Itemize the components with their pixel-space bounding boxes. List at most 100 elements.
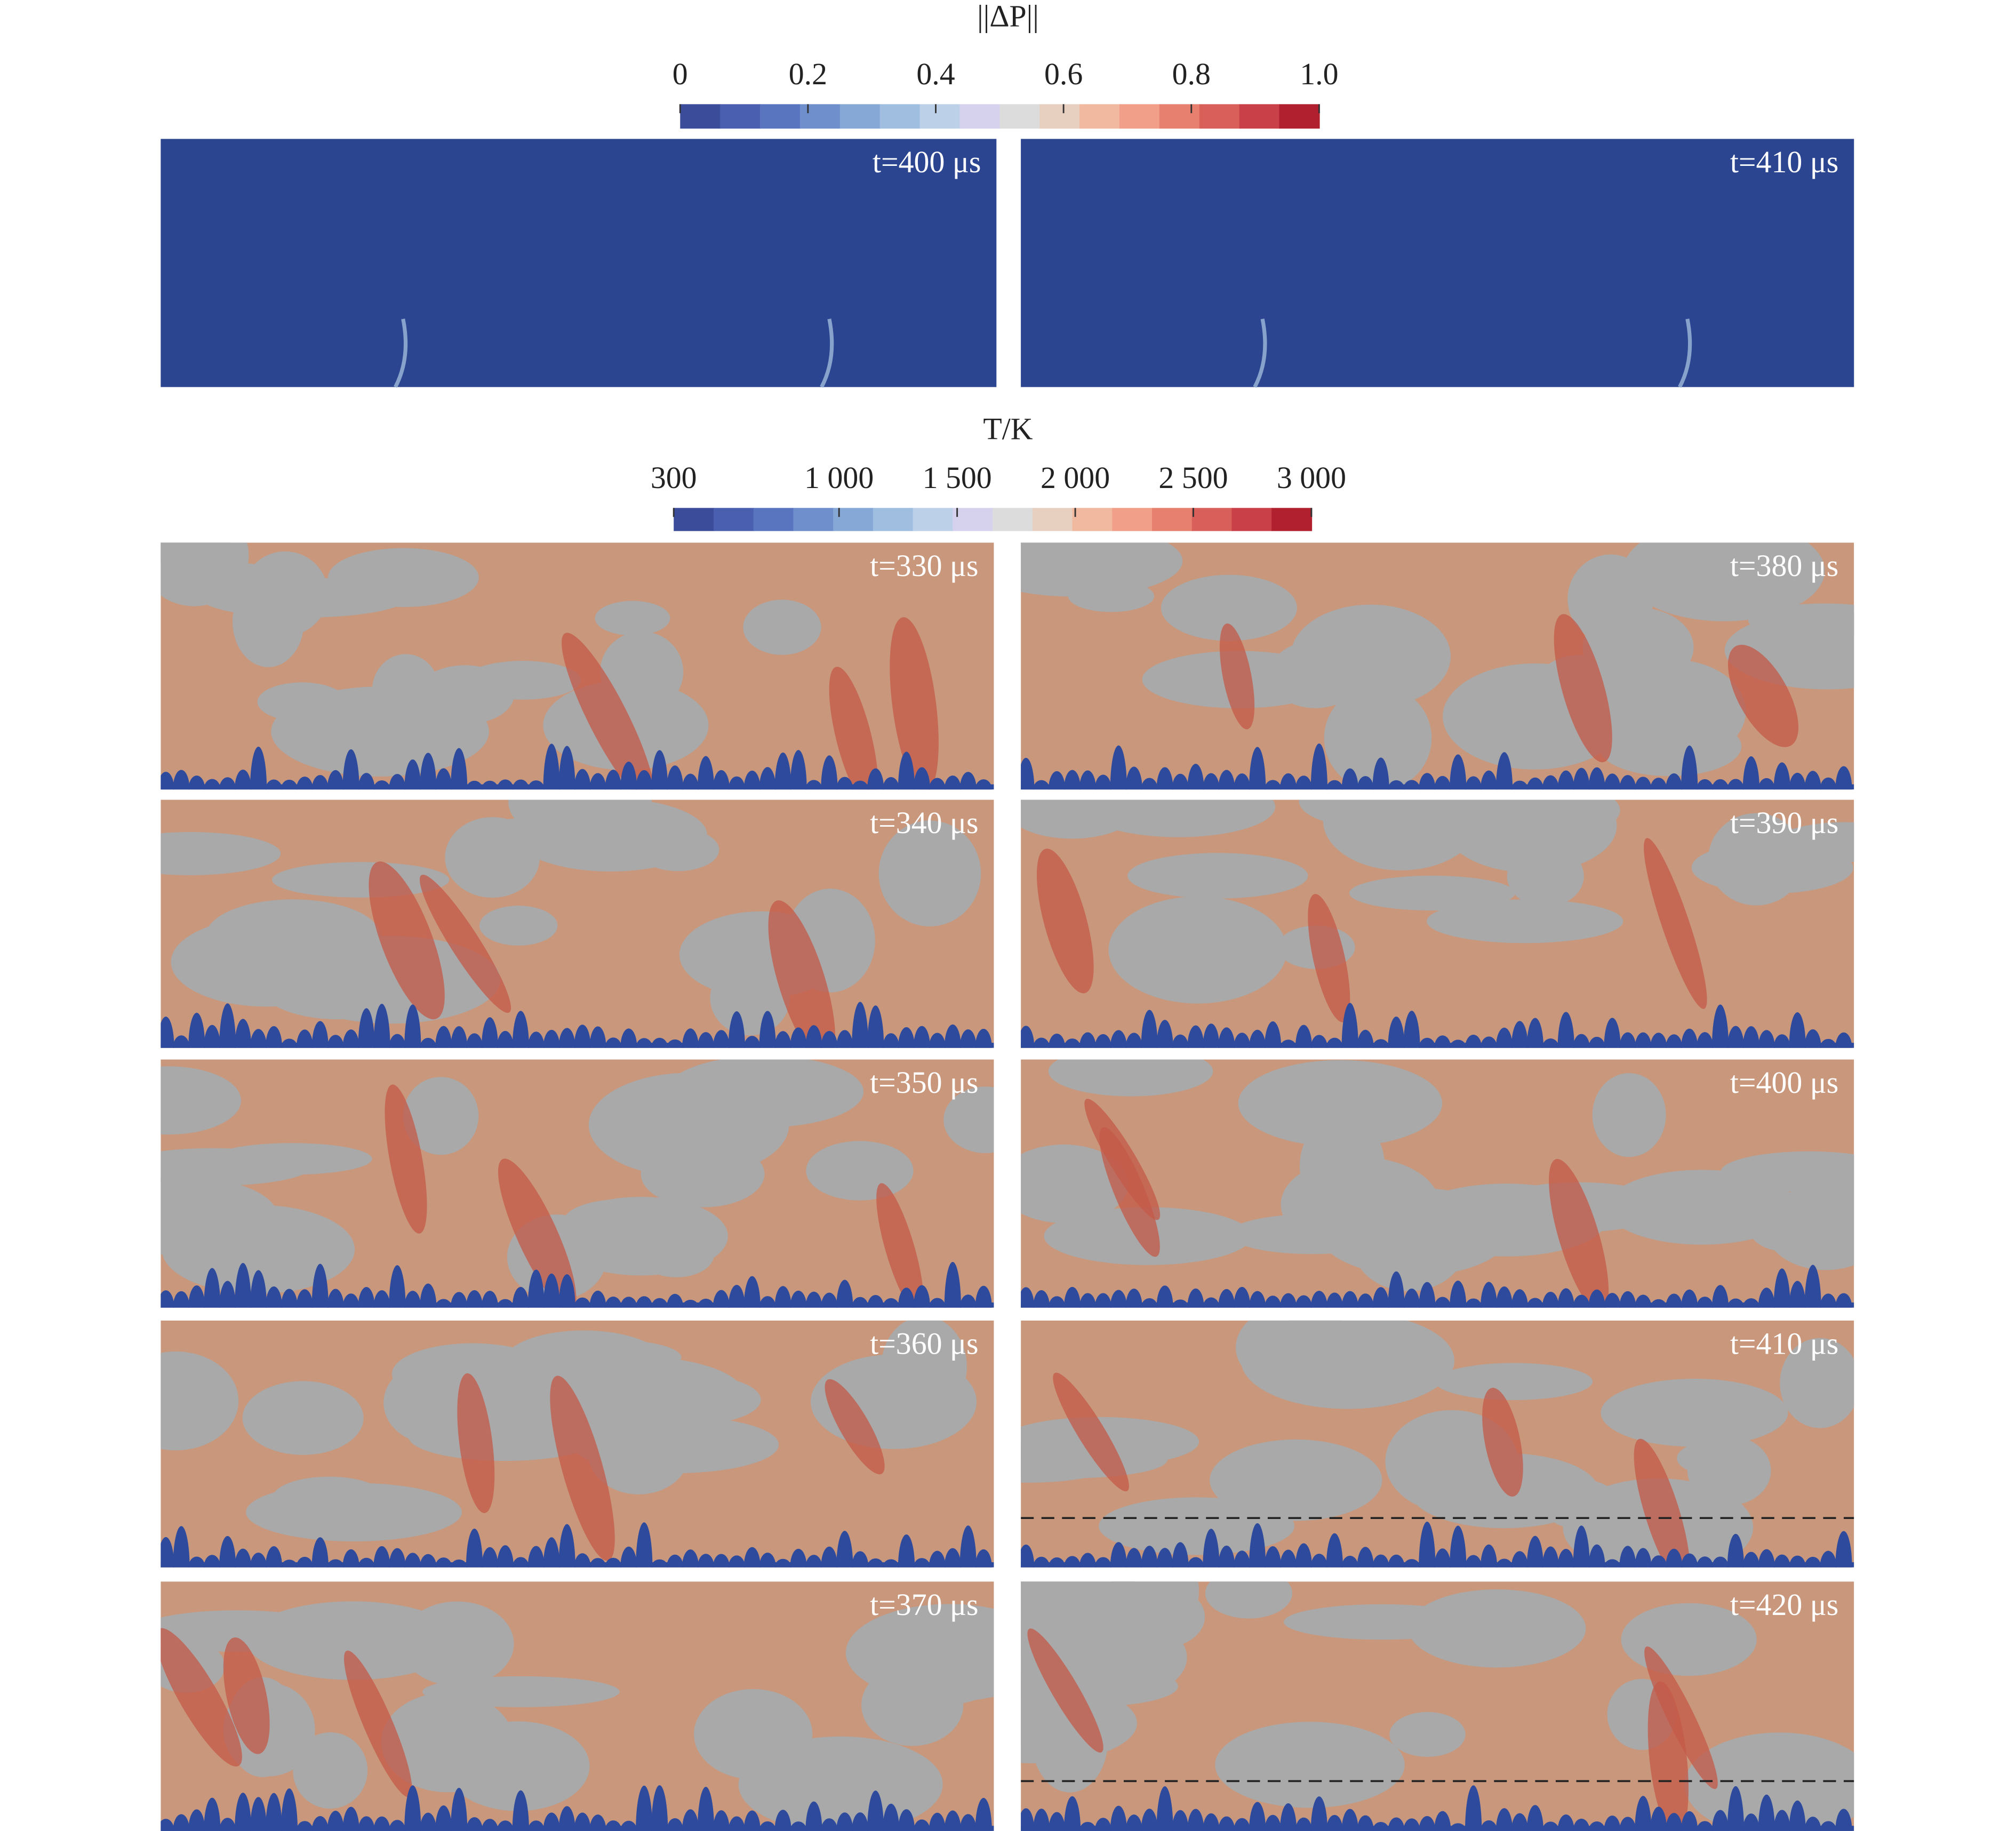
field-feature bbox=[1108, 896, 1287, 1004]
field-feature bbox=[944, 1548, 962, 1568]
field-feature bbox=[666, 1818, 684, 1831]
field-feature bbox=[466, 1817, 483, 1831]
field-feature bbox=[1567, 554, 1654, 644]
field-feature bbox=[373, 1004, 390, 1048]
colorbar-segment bbox=[793, 508, 834, 531]
field-feature bbox=[1187, 764, 1204, 790]
colorbar-segment bbox=[680, 104, 721, 129]
field-feature bbox=[1758, 1794, 1775, 1831]
colorbar-segment bbox=[993, 508, 1034, 531]
field-feature bbox=[1187, 1809, 1204, 1831]
field-feature bbox=[1388, 780, 1405, 790]
field-feature bbox=[882, 1559, 900, 1568]
field-feature bbox=[1592, 1073, 1666, 1157]
field-feature bbox=[1419, 1522, 1436, 1568]
field-feature bbox=[1172, 1034, 1189, 1048]
field-feature bbox=[1542, 1821, 1559, 1831]
field-feature bbox=[1804, 1029, 1821, 1048]
field-feature bbox=[882, 1803, 900, 1831]
field-feature bbox=[562, 633, 655, 790]
field-feature bbox=[1299, 799, 1445, 828]
field-feature bbox=[1021, 1544, 1035, 1568]
field-feature bbox=[1711, 1285, 1729, 1308]
field-feature bbox=[1172, 773, 1189, 790]
field-feature bbox=[1635, 1796, 1652, 1831]
field-feature bbox=[234, 769, 252, 790]
temperature-panel: t=390 μs bbox=[1021, 799, 1854, 1048]
field-feature bbox=[1156, 1285, 1173, 1308]
field-feature bbox=[682, 1300, 699, 1308]
field-feature bbox=[825, 1379, 885, 1475]
field-feature bbox=[728, 1285, 746, 1308]
field-feature bbox=[1279, 1549, 1297, 1568]
field-feature bbox=[595, 601, 670, 636]
field-feature bbox=[466, 780, 483, 790]
field-feature bbox=[481, 1291, 499, 1308]
field-feature bbox=[944, 775, 962, 790]
field-feature bbox=[1125, 1289, 1142, 1308]
field-feature bbox=[1820, 777, 1837, 790]
colorbar-segment bbox=[1231, 508, 1273, 531]
field-feature bbox=[234, 1262, 252, 1308]
field-feature bbox=[975, 1285, 992, 1308]
field-feature bbox=[344, 1650, 412, 1797]
field-feature bbox=[1048, 1296, 1066, 1308]
field-feature bbox=[1403, 1818, 1420, 1831]
field-feature bbox=[697, 1787, 715, 1831]
field-feature bbox=[713, 1810, 730, 1831]
field-feature bbox=[558, 746, 575, 790]
temperature-panel: t=400 μs bbox=[1021, 1059, 1854, 1308]
field-feature bbox=[1219, 623, 1255, 730]
field-feature bbox=[929, 1298, 946, 1308]
field-feature bbox=[204, 1555, 221, 1568]
field-feature bbox=[1388, 1554, 1405, 1568]
field-feature bbox=[161, 831, 281, 875]
field-feature bbox=[1480, 1820, 1498, 1831]
field-feature bbox=[1573, 1525, 1590, 1568]
field-feature bbox=[445, 1721, 590, 1811]
field-feature bbox=[1650, 1033, 1667, 1048]
field-feature bbox=[327, 1035, 344, 1048]
field-feature bbox=[790, 750, 807, 790]
field-feature bbox=[1419, 1037, 1436, 1048]
temperature-panel: t=410 μs bbox=[1021, 1320, 1854, 1568]
field-feature bbox=[1218, 1545, 1235, 1568]
field-feature bbox=[358, 773, 375, 790]
field-feature bbox=[481, 780, 499, 790]
field-feature bbox=[636, 1296, 653, 1308]
field-feature bbox=[1249, 747, 1266, 790]
field-feature bbox=[890, 617, 939, 790]
field-feature bbox=[1279, 1040, 1297, 1048]
field-feature bbox=[1079, 770, 1097, 790]
temperature-panel: t=420 μs bbox=[1021, 1581, 1854, 1831]
field-feature bbox=[1820, 1293, 1837, 1308]
field-feature bbox=[1434, 1035, 1451, 1048]
field-feature bbox=[790, 1548, 807, 1568]
field-feature bbox=[1727, 1786, 1745, 1831]
field-feature bbox=[558, 1274, 575, 1308]
field-feature bbox=[1156, 767, 1173, 790]
field-feature bbox=[697, 1032, 715, 1048]
field-feature bbox=[805, 1291, 822, 1308]
colorbar-tick-label: 1 000 bbox=[804, 460, 874, 495]
field-feature bbox=[1127, 853, 1308, 899]
field-feature bbox=[342, 1549, 359, 1568]
field-feature bbox=[358, 1557, 375, 1568]
field-feature bbox=[1742, 1813, 1760, 1831]
field-feature bbox=[554, 1196, 728, 1276]
field-feature bbox=[527, 1032, 545, 1048]
field-feature bbox=[1666, 1813, 1683, 1831]
field-feature bbox=[574, 769, 591, 790]
colorbar-segment bbox=[959, 104, 1001, 129]
field-feature bbox=[1310, 1796, 1328, 1831]
field-feature bbox=[450, 1560, 468, 1568]
field-feature bbox=[373, 780, 390, 790]
field-feature bbox=[1156, 1786, 1173, 1831]
field-feature bbox=[466, 1290, 483, 1308]
field-feature bbox=[1310, 743, 1328, 790]
field-feature bbox=[836, 777, 853, 790]
field-feature bbox=[1218, 1816, 1235, 1831]
field-feature bbox=[1357, 1029, 1374, 1048]
field-feature bbox=[1681, 1028, 1698, 1048]
field-feature bbox=[327, 1811, 344, 1831]
